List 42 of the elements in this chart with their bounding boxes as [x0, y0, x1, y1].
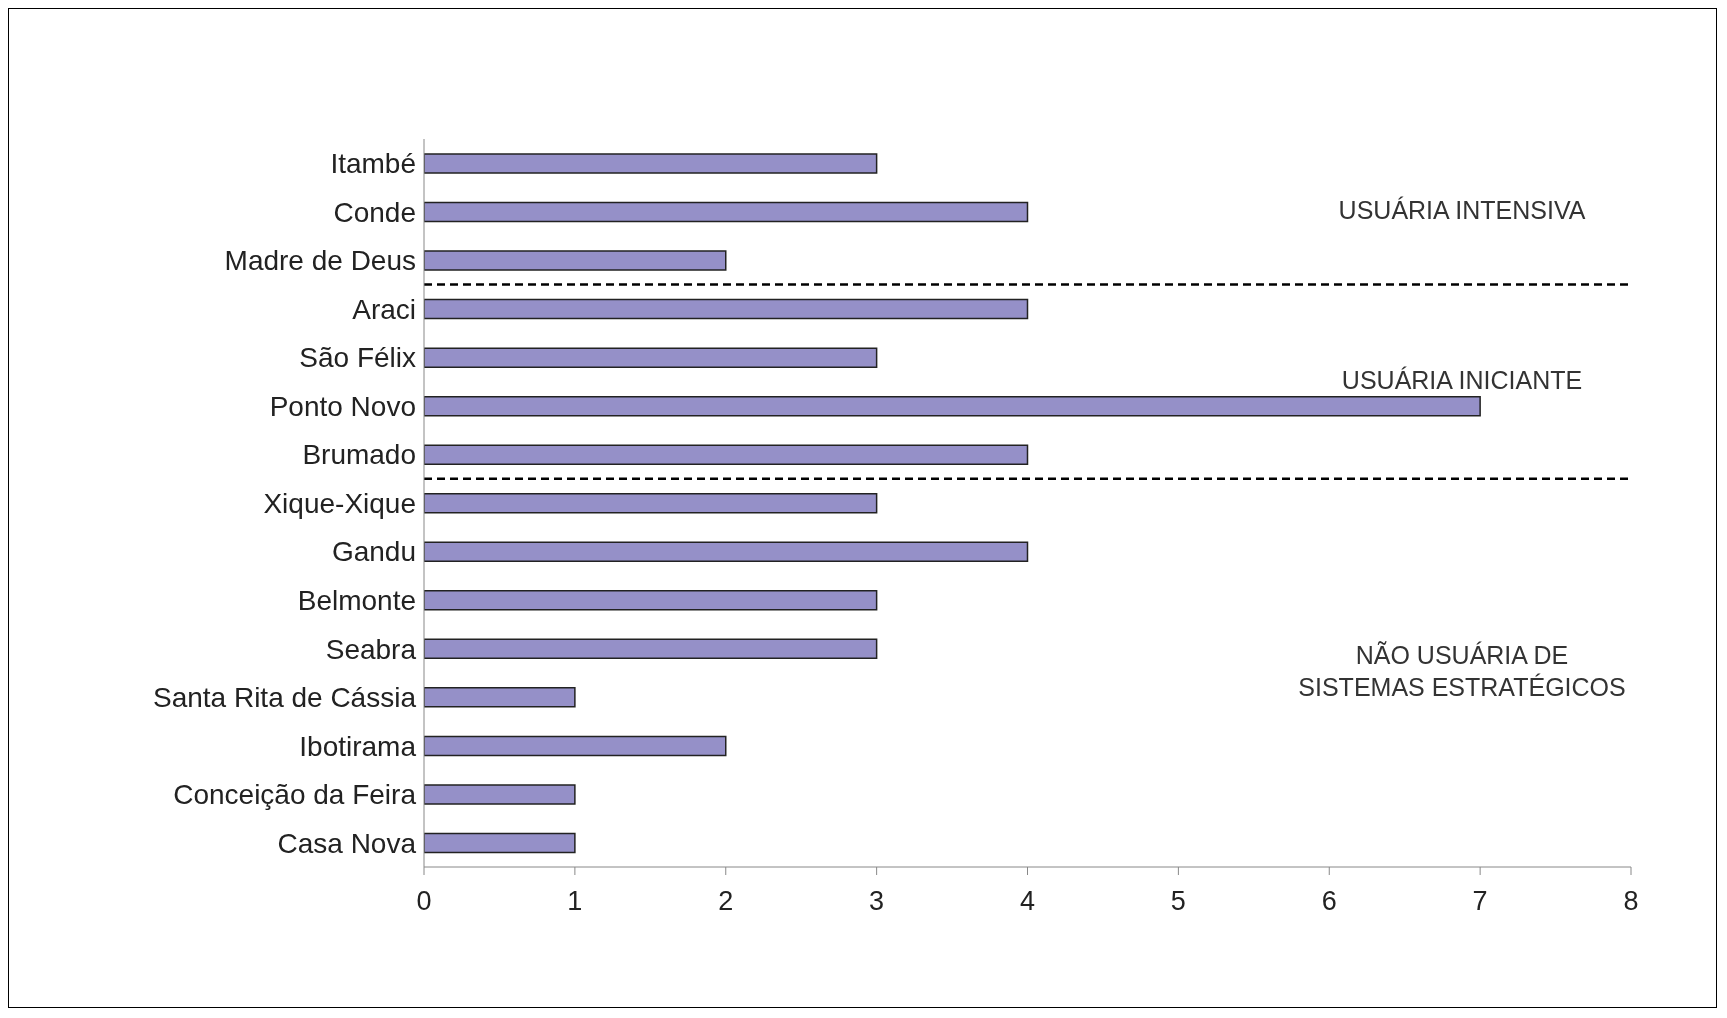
bar	[424, 492, 878, 514]
y-tick-label: Gandu	[331, 536, 416, 568]
bar	[424, 250, 727, 271]
x-tick-label: 3	[869, 886, 885, 917]
x-tick-label: 1	[567, 886, 583, 917]
x-tick-label: 5	[1170, 886, 1186, 917]
y-tick-label: Madre de Deus	[224, 245, 416, 277]
y-tick-label: Brumado	[302, 439, 416, 471]
bar	[424, 735, 727, 757]
y-tick-label: Xique-Xique	[263, 487, 416, 519]
x-tick-label: 6	[1321, 886, 1337, 917]
y-tick-label: Seabra	[325, 633, 417, 665]
bar	[424, 201, 1029, 223]
x-tick-label: 7	[1472, 886, 1488, 917]
x-tick-label: 0	[416, 886, 432, 917]
y-tick-label: Conceição da Feira	[173, 779, 417, 811]
annotation: NÃO USUÁRIA DE SISTEMAS ESTRATÉGICOS	[1298, 640, 1626, 701]
y-tick-label: Ponto Novo	[269, 390, 416, 422]
bar	[424, 638, 878, 660]
y-tick-label: Casa Nova	[277, 827, 417, 859]
y-tick-label: Belmonte	[297, 585, 416, 617]
bar	[424, 298, 1029, 320]
y-tick-label: Araci	[352, 293, 416, 325]
bar	[424, 832, 576, 854]
x-tick-label: 2	[718, 886, 734, 917]
bar	[424, 541, 1029, 563]
bar	[424, 347, 878, 368]
y-tick-label: Itambé	[330, 148, 416, 180]
y-tick-label: Santa Rita de Cássia	[152, 682, 417, 714]
bar	[424, 590, 878, 611]
y-tick-label: São Félix	[299, 342, 416, 374]
annotation: USUÁRIA INTENSIVA	[1338, 195, 1586, 224]
bar	[424, 784, 576, 805]
bar	[424, 444, 1029, 465]
y-tick-label: Ibotirama	[299, 730, 417, 762]
y-tick-label: Conde	[333, 196, 416, 228]
bar	[424, 395, 1481, 417]
x-tick-label: 8	[1623, 886, 1639, 917]
x-tick-label: 4	[1019, 886, 1036, 917]
bar	[424, 153, 878, 174]
annotation: USUÁRIA INICIANTE	[1341, 365, 1583, 394]
bar	[424, 687, 576, 708]
